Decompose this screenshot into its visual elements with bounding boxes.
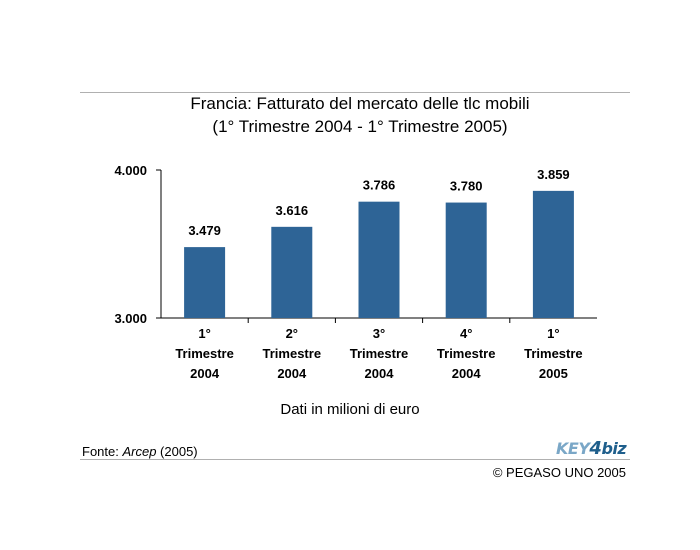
x-tick-label-line: Trimestre [436,346,496,361]
x-tick-label-line: 2004 [364,366,394,381]
x-tick-label-line: 4° [459,326,473,341]
x-tick-label-line: 2004 [277,366,307,381]
bar [358,201,400,318]
y-tick-label: 4.000 [114,163,147,178]
x-tick-label-line: Trimestre [262,346,322,361]
units-note: Dati in milioni di euro [280,401,420,418]
x-tick-label-line: 2° [285,326,299,341]
key4biz-logo: KEY4biz [556,438,627,459]
x-tick-label: 4° Trimestre 2004 [421,324,511,384]
x-tick-label: 2° Trimestre 2004 [247,324,337,384]
x-tick-label-line: Trimestre [524,346,583,361]
bar-value-label: 3.780 [450,179,483,194]
x-tick-label-line: 2004 [451,366,481,381]
bar [445,202,487,318]
x-tick-label: 1° Trimestre 2004 [160,324,250,384]
x-tick-label-line: 2004 [190,366,220,381]
bar [271,226,313,318]
top-rule [80,92,630,93]
bar [532,190,574,318]
chart-title-line1: Francia: Fatturato del mercato delle tlc… [190,94,530,113]
y-tick-label: 3.000 [114,311,147,326]
x-tick-label-line: 1° [547,326,560,341]
x-tick-label-line: 2005 [538,366,568,381]
source-text: Fonte: Arcep (2005) [82,444,198,459]
x-tick-label-line: Trimestre [349,346,409,361]
x-tick-label-line: 1° [198,326,211,341]
x-tick-label-line: 3° [372,326,386,341]
bar [184,247,226,318]
source-suffix: (2005) [156,444,198,459]
copyright-text: © PEGASO UNO 2005 [492,465,626,480]
x-tick-label: 3° Trimestre 2004 [334,324,424,384]
x-tick-label-line: Trimestre [175,346,234,361]
source-prefix: Fonte: [82,444,123,459]
chart-title-line2: (1° Trimestre 2004 - 1° Trimestre 2005) [212,117,508,136]
bar-value-label: 3.859 [537,167,570,182]
bar-value-label: 3.479 [188,223,221,238]
bottom-rule [80,459,630,460]
bar-value-label: 3.616 [276,203,309,218]
source-name: Arcep [122,444,157,459]
x-tick-label: 1° Trimestre 2005 [508,324,598,384]
bar-value-label: 3.786 [363,178,396,193]
